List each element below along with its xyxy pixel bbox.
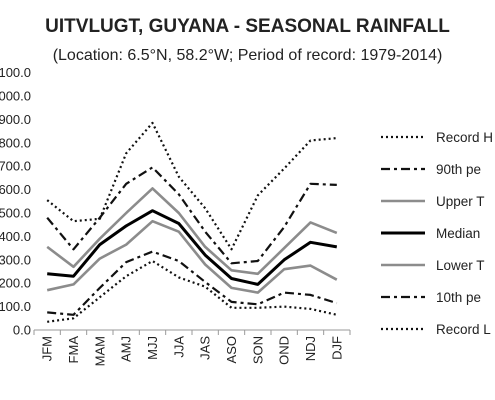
x-tick-label: JAS	[198, 336, 213, 360]
y-tick-label: 600.0	[0, 182, 31, 197]
series-line	[46, 166, 337, 265]
x-tick-label: MAM	[92, 336, 107, 366]
chart-title: UITVLUGT, GUYANA - SEASONAL RAINFALL	[45, 16, 450, 37]
y-tick-label: 0.0	[13, 323, 31, 338]
y-tick-label: 200.0	[0, 276, 31, 291]
y-tick-label: 1100.0	[0, 65, 31, 80]
x-tick-label: JFM	[40, 336, 55, 361]
legend-label: Upper T	[436, 194, 485, 209]
series-line	[46, 187, 338, 276]
y-tick-label: 300.0	[0, 252, 31, 267]
series-line	[46, 121, 337, 251]
legend-label: Lower T	[436, 258, 485, 273]
x-tick-label: FMA	[66, 336, 81, 364]
x-tick-label: JJA	[171, 336, 186, 358]
x-tick-label: NDJ	[303, 336, 318, 361]
y-tick-label: 900.0	[0, 112, 31, 127]
x-tick-label: SON	[250, 336, 265, 364]
legend-label: Record L	[436, 322, 491, 337]
series-line	[47, 209, 338, 286]
y-tick-label: 100.0	[0, 299, 31, 314]
series-line	[46, 219, 338, 294]
legend-label: Record H	[436, 130, 493, 145]
x-tick-label: DJF	[329, 336, 344, 360]
y-tick-label: 700.0	[0, 159, 31, 174]
legend-label: 90th pe	[436, 162, 481, 177]
legend-label: Median	[436, 226, 480, 241]
x-tick-label: OND	[277, 336, 292, 365]
series-line	[47, 250, 338, 316]
chart-subtitle: (Location: 6.5°N, 58.2°W; Period of reco…	[52, 47, 443, 64]
y-tick-label: 800.0	[0, 135, 31, 150]
y-tick-label: 1000.0	[0, 89, 31, 104]
x-tick-label: MJJ	[145, 336, 160, 360]
y-tick-label: 400.0	[0, 229, 31, 244]
x-tick-label: ASO	[224, 336, 239, 363]
legend-label: 10th pe	[436, 290, 481, 305]
y-tick-label: 500.0	[0, 206, 31, 221]
x-tick-label: AMJ	[119, 336, 134, 362]
